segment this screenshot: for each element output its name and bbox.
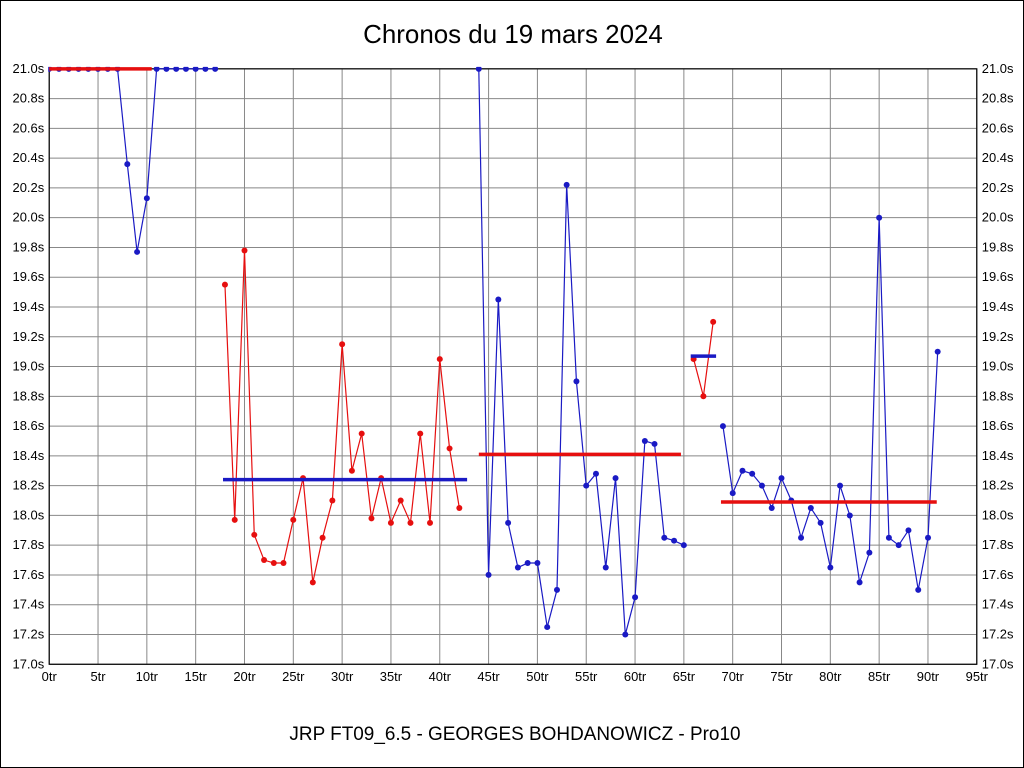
svg-text:95tr: 95tr [966, 669, 989, 684]
svg-text:20.0s: 20.0s [13, 210, 45, 225]
svg-text:19.2s: 19.2s [982, 329, 1014, 344]
svg-text:19.4s: 19.4s [13, 299, 45, 314]
svg-text:20.8s: 20.8s [982, 91, 1014, 106]
svg-text:20.6s: 20.6s [13, 120, 45, 135]
data-layer [48, 66, 941, 638]
grid-lines [48, 68, 978, 665]
svg-text:25tr: 25tr [282, 669, 305, 684]
run-1-lap-times [48, 66, 219, 255]
plot-frame [48, 68, 978, 665]
svg-text:20.4s: 20.4s [13, 150, 45, 165]
svg-text:75tr: 75tr [770, 669, 793, 684]
svg-text:15tr: 15tr [185, 669, 208, 684]
svg-text:18.0s: 18.0s [13, 507, 45, 522]
svg-text:80tr: 80tr [819, 669, 842, 684]
svg-text:40tr: 40tr [429, 669, 452, 684]
svg-text:19.4s: 19.4s [982, 299, 1014, 314]
svg-text:55tr: 55tr [575, 669, 598, 684]
svg-text:17.4s: 17.4s [982, 597, 1014, 612]
svg-text:0tr: 0tr [42, 669, 58, 684]
svg-text:90tr: 90tr [917, 669, 940, 684]
svg-text:21.0s: 21.0s [982, 61, 1014, 76]
svg-text:20.0s: 20.0s [982, 210, 1014, 225]
svg-text:18.4s: 18.4s [982, 448, 1014, 463]
svg-text:17.2s: 17.2s [982, 626, 1014, 641]
svg-text:18.0s: 18.0s [982, 507, 1014, 522]
svg-text:19.0s: 19.0s [13, 359, 45, 374]
svg-text:17.0s: 17.0s [982, 656, 1014, 671]
svg-text:17.8s: 17.8s [13, 537, 45, 552]
svg-text:85tr: 85tr [868, 669, 891, 684]
svg-text:10tr: 10tr [136, 669, 159, 684]
svg-text:19.6s: 19.6s [13, 269, 45, 284]
plot-area: 0tr 5tr 10tr 15tr 20tr 25tr 30tr 35tr 40tr 45tr 50… [13, 61, 1014, 684]
svg-text:65tr: 65tr [673, 669, 696, 684]
svg-text:20tr: 20tr [233, 669, 256, 684]
svg-text:17.6s: 17.6s [982, 567, 1014, 582]
svg-text:60tr: 60tr [624, 669, 647, 684]
chart-title: Chronos du 19 mars 2024 [363, 21, 663, 49]
svg-text:19.8s: 19.8s [982, 239, 1014, 254]
svg-text:18.2s: 18.2s [13, 478, 45, 493]
svg-text:35tr: 35tr [380, 669, 403, 684]
svg-text:50tr: 50tr [526, 669, 549, 684]
y-axis-tick-labels-right: 17.0s 17.2s 17.4s 17.6s 17.8s 18.0s 18.2s 18.4s… [982, 61, 1014, 671]
run-4-lap-times [690, 318, 717, 400]
svg-text:18.2s: 18.2s [982, 478, 1014, 493]
svg-text:21.0s: 21.0s [13, 61, 45, 76]
footer-caption: JRP FT09_6.5 - GEORGES BOHDANOWICZ - Pro… [289, 724, 740, 745]
svg-text:20.2s: 20.2s [13, 180, 45, 195]
x-axis-tick-labels: 0tr 5tr 10tr 15tr 20tr 25tr 30tr 35tr 40tr 45tr 50… [42, 669, 989, 684]
svg-text:45tr: 45tr [477, 669, 500, 684]
svg-text:19.2s: 19.2s [13, 329, 45, 344]
svg-text:17.0s: 17.0s [13, 656, 45, 671]
svg-text:30tr: 30tr [331, 669, 354, 684]
svg-text:18.6s: 18.6s [13, 418, 45, 433]
svg-text:17.4s: 17.4s [13, 597, 45, 612]
svg-text:20.8s: 20.8s [13, 91, 45, 106]
svg-text:20.4s: 20.4s [982, 150, 1014, 165]
run-5-lap-times [719, 214, 941, 593]
svg-text:18.8s: 18.8s [13, 388, 45, 403]
svg-text:20.6s: 20.6s [982, 120, 1014, 135]
svg-text:20.2s: 20.2s [982, 180, 1014, 195]
svg-text:5tr: 5tr [90, 669, 106, 684]
y-axis-tick-labels-left: 17.0s 17.2s 17.4s 17.6s 17.8s 18.0s 18.2s 18.4s… [13, 61, 45, 671]
svg-text:19.0s: 19.0s [982, 359, 1014, 374]
svg-text:19.8s: 19.8s [13, 239, 45, 254]
run-3-lap-times [475, 66, 687, 638]
svg-text:19.6s: 19.6s [982, 269, 1014, 284]
svg-text:18.6s: 18.6s [982, 418, 1014, 433]
svg-text:17.6s: 17.6s [13, 567, 45, 582]
svg-text:70tr: 70tr [722, 669, 745, 684]
svg-text:18.8s: 18.8s [982, 388, 1014, 403]
svg-text:17.2s: 17.2s [13, 626, 45, 641]
svg-text:18.4s: 18.4s [13, 448, 45, 463]
svg-text:17.8s: 17.8s [982, 537, 1014, 552]
